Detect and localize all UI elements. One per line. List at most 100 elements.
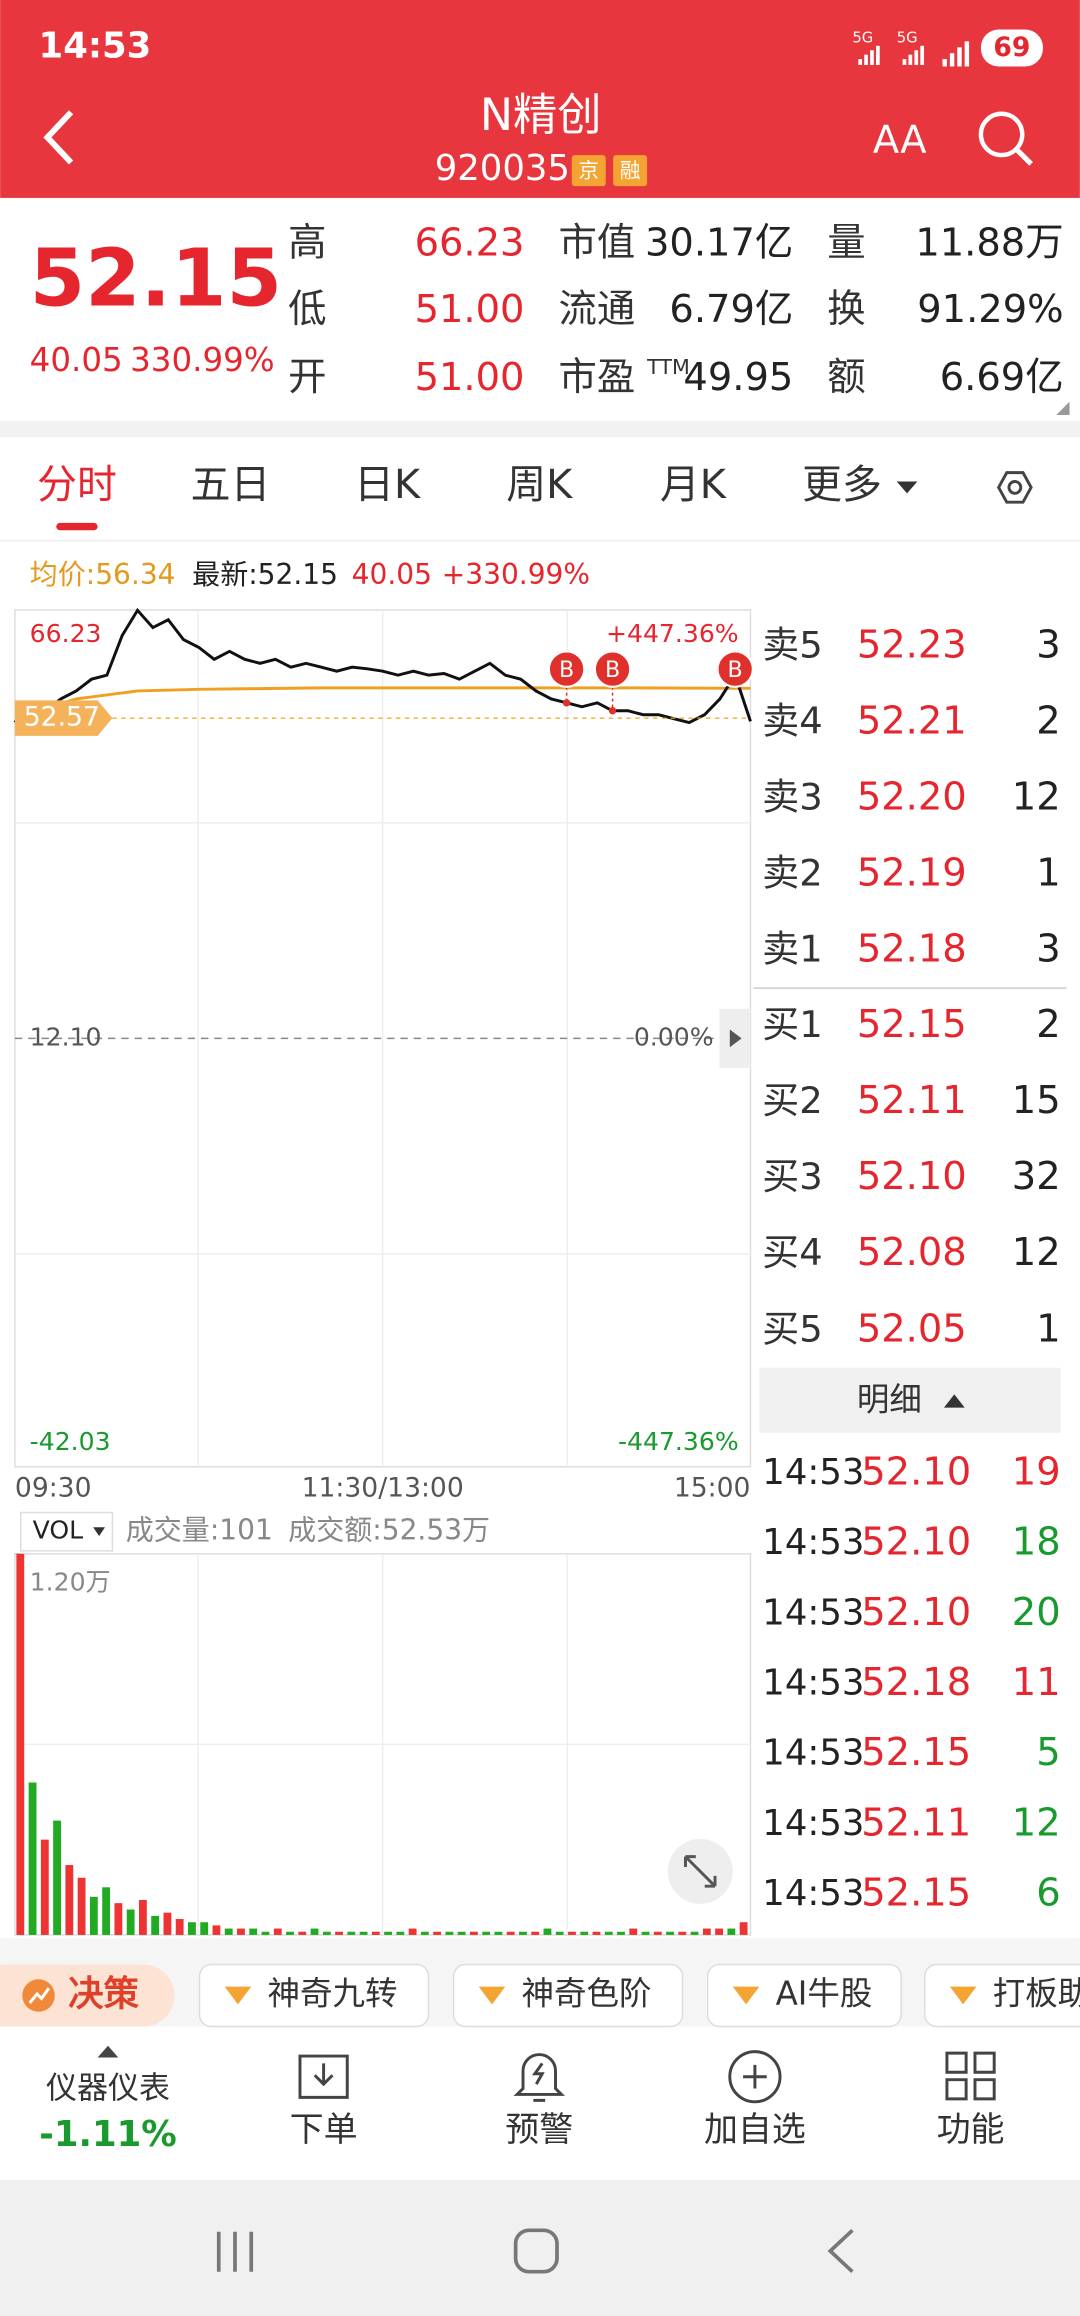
y-tick-label: 66.23	[30, 619, 102, 648]
toolbar-button[interactable]: 加自选	[704, 2110, 806, 2150]
tab[interactable]: 周K	[506, 462, 573, 508]
volume-bar	[580, 1931, 589, 1935]
signal-bar	[920, 45, 925, 65]
volume-bar	[702, 1928, 711, 1935]
tab[interactable]: 日K	[354, 462, 421, 508]
stat-label: 低	[288, 287, 326, 332]
toolbar-button[interactable]: 功能	[937, 2110, 1005, 2150]
toolbar-button[interactable]: 预警	[505, 2110, 573, 2150]
tool-pill[interactable]	[198, 1963, 430, 2028]
toolbar-icon	[945, 2051, 996, 2101]
volume-bar	[690, 1931, 699, 1935]
search-icon	[1014, 147, 1033, 166]
toolbar-icon	[513, 2053, 565, 2102]
buy-marker-text: B	[605, 657, 620, 683]
trade-qty: 18	[1012, 1520, 1061, 1565]
trade-price: 52.15	[861, 1730, 971, 1775]
buy-marker-text: B	[559, 657, 574, 683]
gauge-arrow	[97, 2045, 119, 2058]
trade-price: 52.10	[861, 1520, 971, 1565]
volume-bar	[617, 1931, 625, 1935]
volume-bar	[175, 1919, 184, 1935]
book-qty: 32	[1012, 1154, 1061, 1199]
amount-total: 成交额:52.53万	[288, 1514, 490, 1547]
latest-price: 最新:52.15	[192, 558, 338, 591]
volume-bar	[249, 1928, 258, 1935]
volume-bar	[727, 1928, 736, 1935]
info-change: 40.05	[352, 558, 432, 591]
trade-qty: 5	[1036, 1730, 1060, 1775]
search-icon[interactable]	[978, 111, 1025, 158]
volume-bar	[261, 1931, 270, 1935]
volume-bar	[224, 1928, 233, 1935]
volume-total: 成交量:101	[126, 1514, 273, 1547]
book-price: 52.20	[857, 775, 967, 820]
tab[interactable]: 月K	[660, 462, 727, 508]
tool-label[interactable]: 决策	[68, 1973, 139, 2014]
y-tick-label: 12.10	[30, 1022, 102, 1051]
tool-pill[interactable]	[0, 1964, 175, 2027]
tab[interactable]: 分时	[37, 462, 117, 508]
tool-pill[interactable]	[452, 1963, 684, 2028]
volume-bar	[298, 1931, 307, 1935]
volume-bar	[28, 1782, 37, 1935]
detail-tab[interactable]	[759, 1367, 1061, 1433]
nav-back[interactable]	[827, 2228, 854, 2274]
tab-indicator	[56, 522, 98, 531]
nav-recent[interactable]	[216, 2231, 254, 2272]
tool-label[interactable]: 神奇九转	[267, 1974, 397, 2012]
gauge-label[interactable]: 仪器仪表	[46, 2071, 170, 2107]
trade-price: 52.10	[861, 1450, 971, 1495]
vol-selector[interactable]	[20, 1511, 114, 1552]
signal-bar	[864, 54, 868, 65]
book-label: 卖2	[762, 852, 822, 895]
buy-marker-text: B	[728, 657, 743, 683]
signal-bar	[870, 50, 874, 65]
volume-bar	[310, 1928, 319, 1935]
book-label: 买2	[762, 1079, 822, 1122]
back-button[interactable]	[43, 110, 74, 165]
stat-label: 市值	[558, 221, 635, 266]
trade-price: 52.18	[861, 1660, 971, 1705]
volume-bar	[543, 1928, 552, 1935]
tool-label[interactable]: 打板助手	[993, 1974, 1080, 2012]
book-price: 52.10	[857, 1154, 967, 1199]
tool-pill[interactable]	[924, 1963, 1080, 2028]
toolbar-button[interactable]: 下单	[290, 2110, 358, 2150]
stat-label: 市盈	[558, 355, 635, 400]
expand-icon	[684, 1855, 717, 1888]
book-qty: 12	[1012, 1230, 1061, 1275]
volume-bar	[715, 1928, 724, 1935]
trade-qty: 12	[1012, 1800, 1061, 1845]
trade-qty: 20	[1012, 1590, 1061, 1635]
tab[interactable]: 五日	[191, 462, 271, 508]
book-price: 52.21	[857, 699, 967, 744]
signal-bar	[942, 59, 947, 67]
trade-time: 14:53	[762, 1733, 864, 1774]
stat-label: 高	[288, 221, 326, 266]
volume-bar	[494, 1931, 503, 1935]
stat-label: 开	[288, 355, 326, 400]
tool-pill[interactable]	[706, 1963, 902, 2028]
tool-label[interactable]: 神奇色阶	[522, 1974, 652, 2012]
buy-marker[interactable]	[593, 650, 632, 688]
trade-time: 14:53	[762, 1522, 864, 1563]
signal-bar	[908, 54, 913, 65]
stat-value: 66.23	[415, 221, 525, 266]
pct-tick-label: +447.36%	[606, 619, 739, 648]
volume-bar	[151, 1915, 160, 1935]
buy-marker[interactable]	[716, 650, 754, 688]
buy-marker[interactable]	[547, 650, 586, 688]
nav-home[interactable]	[513, 2228, 559, 2274]
volume-bar	[286, 1931, 294, 1935]
book-price: 52.18	[857, 927, 967, 972]
trade-time: 14:53	[762, 1452, 864, 1493]
stat-value: 11.88万	[915, 221, 1063, 266]
tool-label[interactable]: AI牛股	[776, 1974, 873, 2012]
tab[interactable]: 更多	[802, 462, 882, 508]
settings-button[interactable]	[996, 471, 1033, 504]
volume-bar	[482, 1931, 491, 1935]
battery-level: 69	[993, 32, 1030, 63]
book-label: 卖3	[762, 776, 822, 819]
font-size-button[interactable]: AA	[873, 117, 927, 162]
